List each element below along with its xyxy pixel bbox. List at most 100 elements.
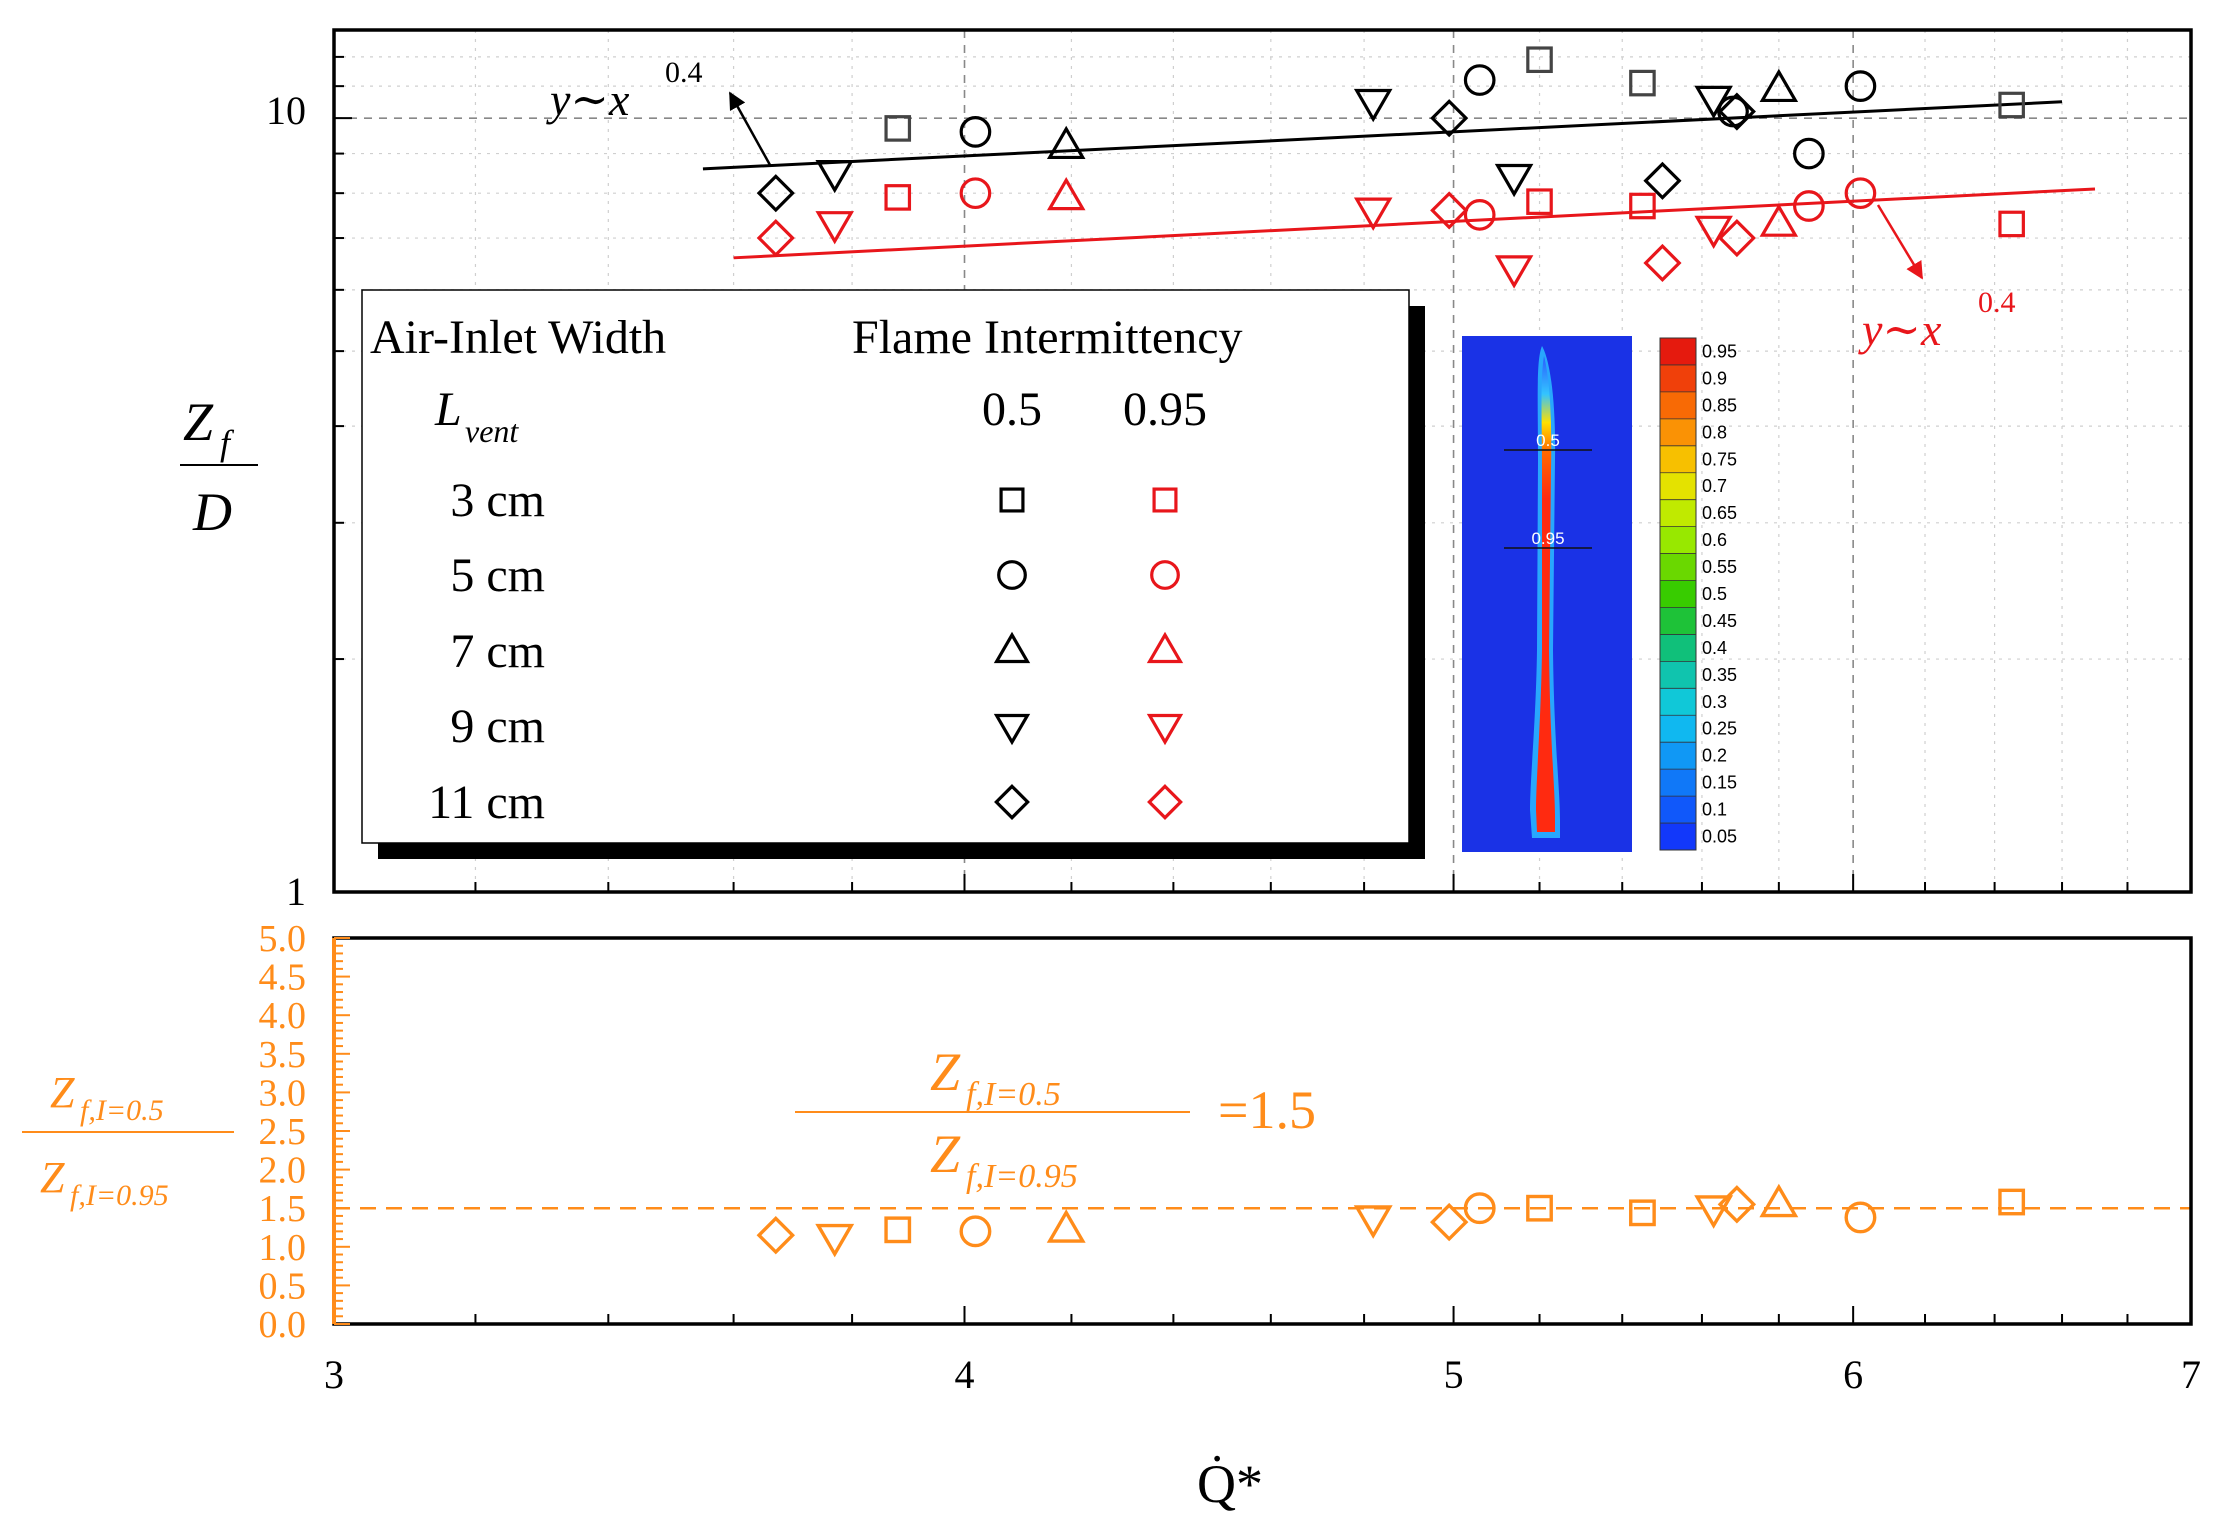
data-point-triangle-down [1694, 215, 1733, 250]
ratio-point-circle [1844, 1201, 1877, 1234]
bottom-ylabel: Z f,I=0.5 Z f,I=0.95 [22, 1068, 234, 1212]
colorbar-label: 0.95 [1702, 341, 1737, 361]
legend-rows: 3 cm 5 cm 7 cm 9 cm 11 cm [428, 474, 1184, 829]
fit-arrow-black [728, 91, 772, 166]
ratio-point-square [1998, 1188, 2026, 1216]
data-point-diamond [1430, 191, 1469, 230]
legend-col1-label-sub: vent [465, 413, 519, 449]
fit-label-black: y∼x 0.4 [546, 56, 772, 166]
bottom-xtick-label: 4 [955, 1352, 975, 1397]
data-point-circle [1463, 199, 1496, 231]
colorbar-label: 0.8 [1702, 422, 1727, 442]
legend-col3-label: 0.95 [1123, 383, 1207, 436]
colorbar-label: 0.65 [1702, 503, 1737, 523]
inset-line-05-label: 0.5 [1536, 431, 1560, 450]
fit-line-0 [702, 100, 2063, 171]
data-point-triangle-up [1759, 68, 1799, 103]
top-ylabel: Z f D [180, 392, 258, 542]
data-point-triangle-down [815, 211, 854, 245]
bottom-ytick-label: 1.0 [259, 1227, 307, 1269]
ratio-point-triangle-down [1353, 1205, 1393, 1239]
fit-label-red: y∼x 0.4 [1858, 204, 2016, 355]
legend-col2-label: 0.5 [982, 383, 1042, 436]
data-point-square [1526, 188, 1553, 215]
bottom-yaxis: 0.00.51.01.52.02.53.03.54.04.55.0 [259, 918, 350, 1346]
top-panel: y∼x 0.4 y∼x 0.4 Air-Inlet Width Flame In… [180, 28, 2193, 914]
data-point-diamond [756, 174, 795, 213]
data-point-circle [959, 177, 992, 210]
colorbar-label: 0.2 [1702, 746, 1727, 766]
bottom-ytick-label: 2.0 [259, 1150, 307, 1192]
colorbar-label: 0.6 [1702, 530, 1727, 550]
colorbar-label: 0.05 [1702, 827, 1737, 847]
legend-col1-label: L [434, 383, 462, 436]
legend-marker-square [1152, 487, 1178, 513]
colorbar-segment [1660, 338, 1696, 365]
colorbar-label: 0.4 [1702, 638, 1727, 658]
bottom-xtick-label: 5 [1444, 1352, 1464, 1397]
colorbar-label: 0.1 [1702, 800, 1727, 820]
legend-marker-triangle-up [1146, 631, 1184, 664]
data-point-triangle-down [1694, 85, 1733, 120]
colorbar-label: 0.25 [1702, 719, 1737, 739]
data-point-diamond [1643, 161, 1682, 200]
bottom-xtick-label: 3 [324, 1352, 344, 1397]
legend-marker-circle [997, 560, 1027, 590]
legend-header-right: Flame Intermittency [852, 311, 1243, 364]
colorbar-label: 0.45 [1702, 611, 1737, 631]
colorbar-segment [1660, 742, 1696, 770]
data-point-square [1998, 91, 2025, 119]
colorbar-segment [1660, 607, 1696, 635]
data-point-triangle-down [1494, 255, 1534, 289]
legend-marker-diamond [994, 784, 1030, 820]
bottom-ytick-label: 3.0 [259, 1072, 307, 1114]
ref-value: =1.5 [1218, 1080, 1316, 1140]
bottom-ytick-label: 0.5 [259, 1265, 307, 1307]
colorbar-segment [1660, 364, 1696, 392]
ratio-point-square [1526, 1194, 1553, 1222]
data-point-triangle-down [1353, 197, 1393, 231]
legend-header-left: Air-Inlet Width [370, 311, 666, 364]
colorbar-segment [1660, 580, 1696, 608]
fit-line-1 [733, 187, 2096, 260]
bottom-ytick-label: 4.5 [259, 957, 307, 999]
data-point-circle [1793, 137, 1825, 170]
data-point-triangle-up [1759, 203, 1799, 237]
legend-marker-triangle-down [1146, 713, 1184, 746]
legend-row-label: 3 cm [450, 474, 545, 527]
legend-row-label: 7 cm [450, 625, 545, 678]
bottom-ylabel-num-sub: f,I=0.5 [80, 1094, 164, 1127]
bottom-xtick-label: 7 [2181, 1352, 2201, 1397]
ratio-point-square [1629, 1199, 1656, 1227]
data-point-triangle-down [815, 159, 854, 194]
data-point-circle [1793, 190, 1825, 222]
colorbar-label: 0.75 [1702, 449, 1737, 469]
bottom-markers [756, 1183, 2026, 1258]
colorbar: 0.95 0.9 0.85 0.8 0.75 0.7 0.65 0.6 0.55 0.5 0.45 0… [1659, 337, 1737, 851]
inset-flame-core [1536, 356, 1555, 832]
ratio-point-square [884, 1216, 912, 1244]
inset-line-095-label: 0.95 [1531, 529, 1564, 548]
bottom-ylabel-den-sub: f,I=0.95 [70, 1179, 169, 1212]
colorbar-segment [1660, 553, 1696, 581]
colorbar-segment [1660, 445, 1696, 473]
ref-den-sub: f,I=0.95 [966, 1158, 1078, 1195]
colorbar-label: 0.15 [1702, 773, 1737, 793]
ratio-point-diamond [756, 1216, 796, 1255]
top-ytick-label-10: 10 [266, 88, 306, 133]
top-markers [756, 46, 2025, 289]
bottom-ytick-label: 0.0 [259, 1304, 307, 1346]
fit-label-red-exp: 0.4 [1978, 286, 2016, 319]
data-point-diamond [1717, 92, 1756, 131]
fit-label-red-text: y∼x [1858, 304, 1942, 355]
legend-marker-diamond [1147, 784, 1183, 820]
colorbar-segment [1660, 661, 1696, 689]
data-point-diamond [756, 218, 795, 258]
data-point-square [1526, 46, 1553, 74]
legend-marker-triangle-down [993, 713, 1031, 746]
contour-inset: 0.5 0.95 0.95 0.9 0.85 0.8 0.75 0.7 0.65 0.6 0.5… [1462, 336, 1737, 852]
ratio-point-triangle-up [1046, 1209, 1086, 1243]
colorbar-segment [1660, 634, 1696, 662]
